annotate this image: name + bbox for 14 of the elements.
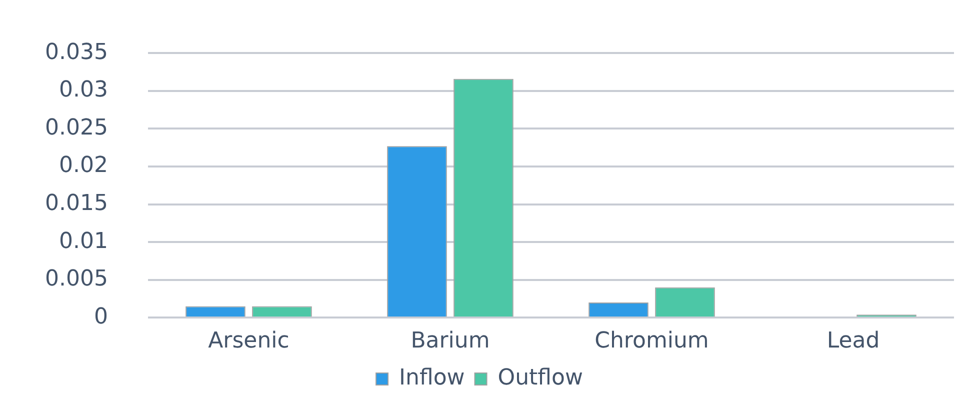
y-tick-label: 0.01 <box>58 228 108 254</box>
x-tick-label: Barium <box>410 328 490 354</box>
y-tick-label: 0.03 <box>58 78 108 103</box>
y-tick-label: 0.035 <box>44 40 108 65</box>
y-tick-label: 0.005 <box>44 266 108 292</box>
y-tick-label: 0 <box>94 304 108 330</box>
y-tick-label: 0.025 <box>44 115 108 140</box>
y-tick-label: 0.015 <box>44 191 108 216</box>
x-tick-label: Chromium <box>594 328 709 354</box>
legend-label: Inflow <box>399 366 465 391</box>
legend-label: Outflow <box>498 366 583 391</box>
y-tick-label: 0.02 <box>58 153 108 178</box>
x-tick-label: Lead <box>826 328 880 354</box>
x-tick-label: Arsenic <box>208 328 290 354</box>
